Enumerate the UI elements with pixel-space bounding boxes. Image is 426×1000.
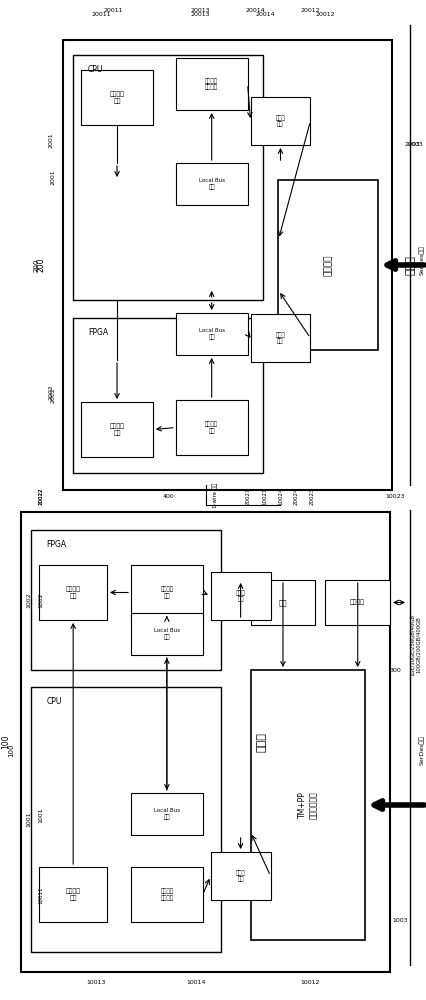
Text: 100: 100 [1, 735, 10, 749]
Text: 10024: 10024 [277, 487, 282, 505]
Text: 2003: 2003 [406, 142, 422, 147]
Text: 2002: 2002 [51, 388, 56, 403]
Text: 20014: 20014 [245, 7, 265, 12]
Bar [325, 580, 389, 625]
Text: SerDes通道: SerDes通道 [418, 735, 424, 765]
Text: 20014: 20014 [255, 12, 275, 17]
Bar [210, 852, 270, 900]
Text: 状态监控
单元: 状态监控 单元 [160, 586, 173, 599]
Bar [250, 97, 310, 145]
Text: TM+PP
（交换芯片）: TM+PP （交换芯片） [297, 791, 317, 819]
Bar [131, 565, 202, 620]
Text: 10023: 10023 [384, 493, 404, 498]
Bar [39, 565, 107, 620]
Text: CPU: CPU [46, 697, 61, 706]
Text: 交换芯片: 交换芯片 [323, 254, 332, 276]
Text: 20013: 20013 [190, 12, 210, 17]
Bar [176, 313, 247, 355]
Text: 接口单元: 接口单元 [349, 600, 364, 605]
Text: 状态监控
单元: 状态监控 单元 [205, 421, 218, 434]
Text: 1003: 1003 [391, 918, 407, 922]
Bar [73, 55, 262, 300]
Text: 1002: 1002 [27, 592, 32, 608]
Text: 20024: 20024 [293, 487, 298, 505]
Text: Local Bus
接口: Local Bus 接口 [153, 628, 179, 640]
Text: 寄存器
单元: 寄存器 单元 [235, 870, 245, 882]
Text: 10014: 10014 [186, 980, 205, 984]
Text: 交换盘: 交换盘 [404, 255, 414, 275]
Bar [73, 318, 262, 473]
Text: 1-wire 总线: 1-wire 总线 [213, 482, 218, 508]
Text: 存储: 存储 [278, 599, 287, 606]
Bar [176, 163, 247, 205]
Text: 20012: 20012 [315, 12, 334, 17]
Text: 中断处理
单元: 中断处理 单元 [66, 888, 81, 901]
Text: 400: 400 [163, 493, 174, 498]
Text: Local Bus
接口: Local Bus 接口 [198, 178, 224, 190]
Text: 20021: 20021 [245, 487, 250, 505]
Text: 20013: 20013 [190, 7, 210, 12]
Text: 交换芯片
配置单元: 交换芯片 配置单元 [205, 78, 218, 90]
Text: 200: 200 [33, 258, 39, 272]
Text: 20011: 20011 [91, 12, 111, 17]
Text: 20023: 20023 [309, 487, 314, 505]
Bar [81, 70, 153, 125]
Bar [63, 40, 391, 490]
Bar [131, 867, 202, 922]
Text: Local Bus
接口: Local Bus 接口 [153, 808, 179, 820]
Bar [39, 867, 107, 922]
Text: 寄存器
模块: 寄存器 模块 [235, 590, 245, 602]
Bar [176, 400, 247, 455]
Bar [250, 314, 310, 362]
Text: 20011: 20011 [103, 7, 123, 12]
Bar [81, 402, 153, 457]
Text: 2002: 2002 [49, 384, 54, 400]
Text: 200: 200 [37, 258, 46, 272]
Text: 中断处理
单元: 中断处理 单元 [109, 91, 124, 104]
Bar [250, 670, 364, 940]
Bar [31, 530, 220, 670]
Bar [250, 580, 315, 625]
Text: CPU: CPU [88, 65, 103, 74]
Text: 20022: 20022 [39, 487, 44, 505]
Text: 2001: 2001 [49, 132, 54, 148]
Text: 10011: 10011 [39, 886, 44, 904]
Bar [131, 793, 202, 835]
Text: 100: 100 [9, 743, 14, 757]
Bar [278, 180, 377, 350]
Bar [210, 572, 270, 620]
Bar [176, 58, 247, 110]
Text: 10022: 10022 [39, 487, 44, 505]
Text: 1002: 1002 [39, 592, 44, 608]
Text: 中断处理
单元: 中断处理 单元 [109, 423, 124, 436]
Text: 1001: 1001 [39, 807, 44, 823]
Text: 寄存器
模块: 寄存器 模块 [275, 332, 285, 344]
Text: 10012: 10012 [300, 980, 320, 984]
Text: FPGA: FPGA [88, 328, 108, 337]
Text: 2003: 2003 [403, 142, 419, 147]
Text: 中断处理
单元: 中断处理 单元 [66, 586, 81, 599]
Text: SerDes通道: SerDes通道 [418, 245, 424, 275]
Text: 1001: 1001 [27, 812, 32, 827]
Text: 300: 300 [389, 668, 400, 672]
Text: 业务盘: 业务盘 [256, 732, 265, 752]
Text: FPGA: FPGA [46, 540, 66, 549]
Text: 20012: 20012 [300, 7, 320, 12]
Text: Local Bus
接口: Local Bus 接口 [198, 328, 224, 340]
Text: 2001: 2001 [51, 170, 56, 185]
Text: 寄存器
单元: 寄存器 单元 [275, 115, 285, 127]
Text: 1GE/10GE/256GB/40GB
100GB/200GB/400GB: 1GE/10GE/256GB/40GB 100GB/200GB/400GB [409, 614, 420, 676]
Text: 10021: 10021 [262, 487, 266, 505]
Text: 10013: 10013 [86, 980, 106, 984]
Bar [31, 687, 220, 952]
Bar [21, 512, 389, 972]
Bar [131, 613, 202, 655]
Text: 交换芯片
配置单元: 交换芯片 配置单元 [160, 888, 173, 901]
